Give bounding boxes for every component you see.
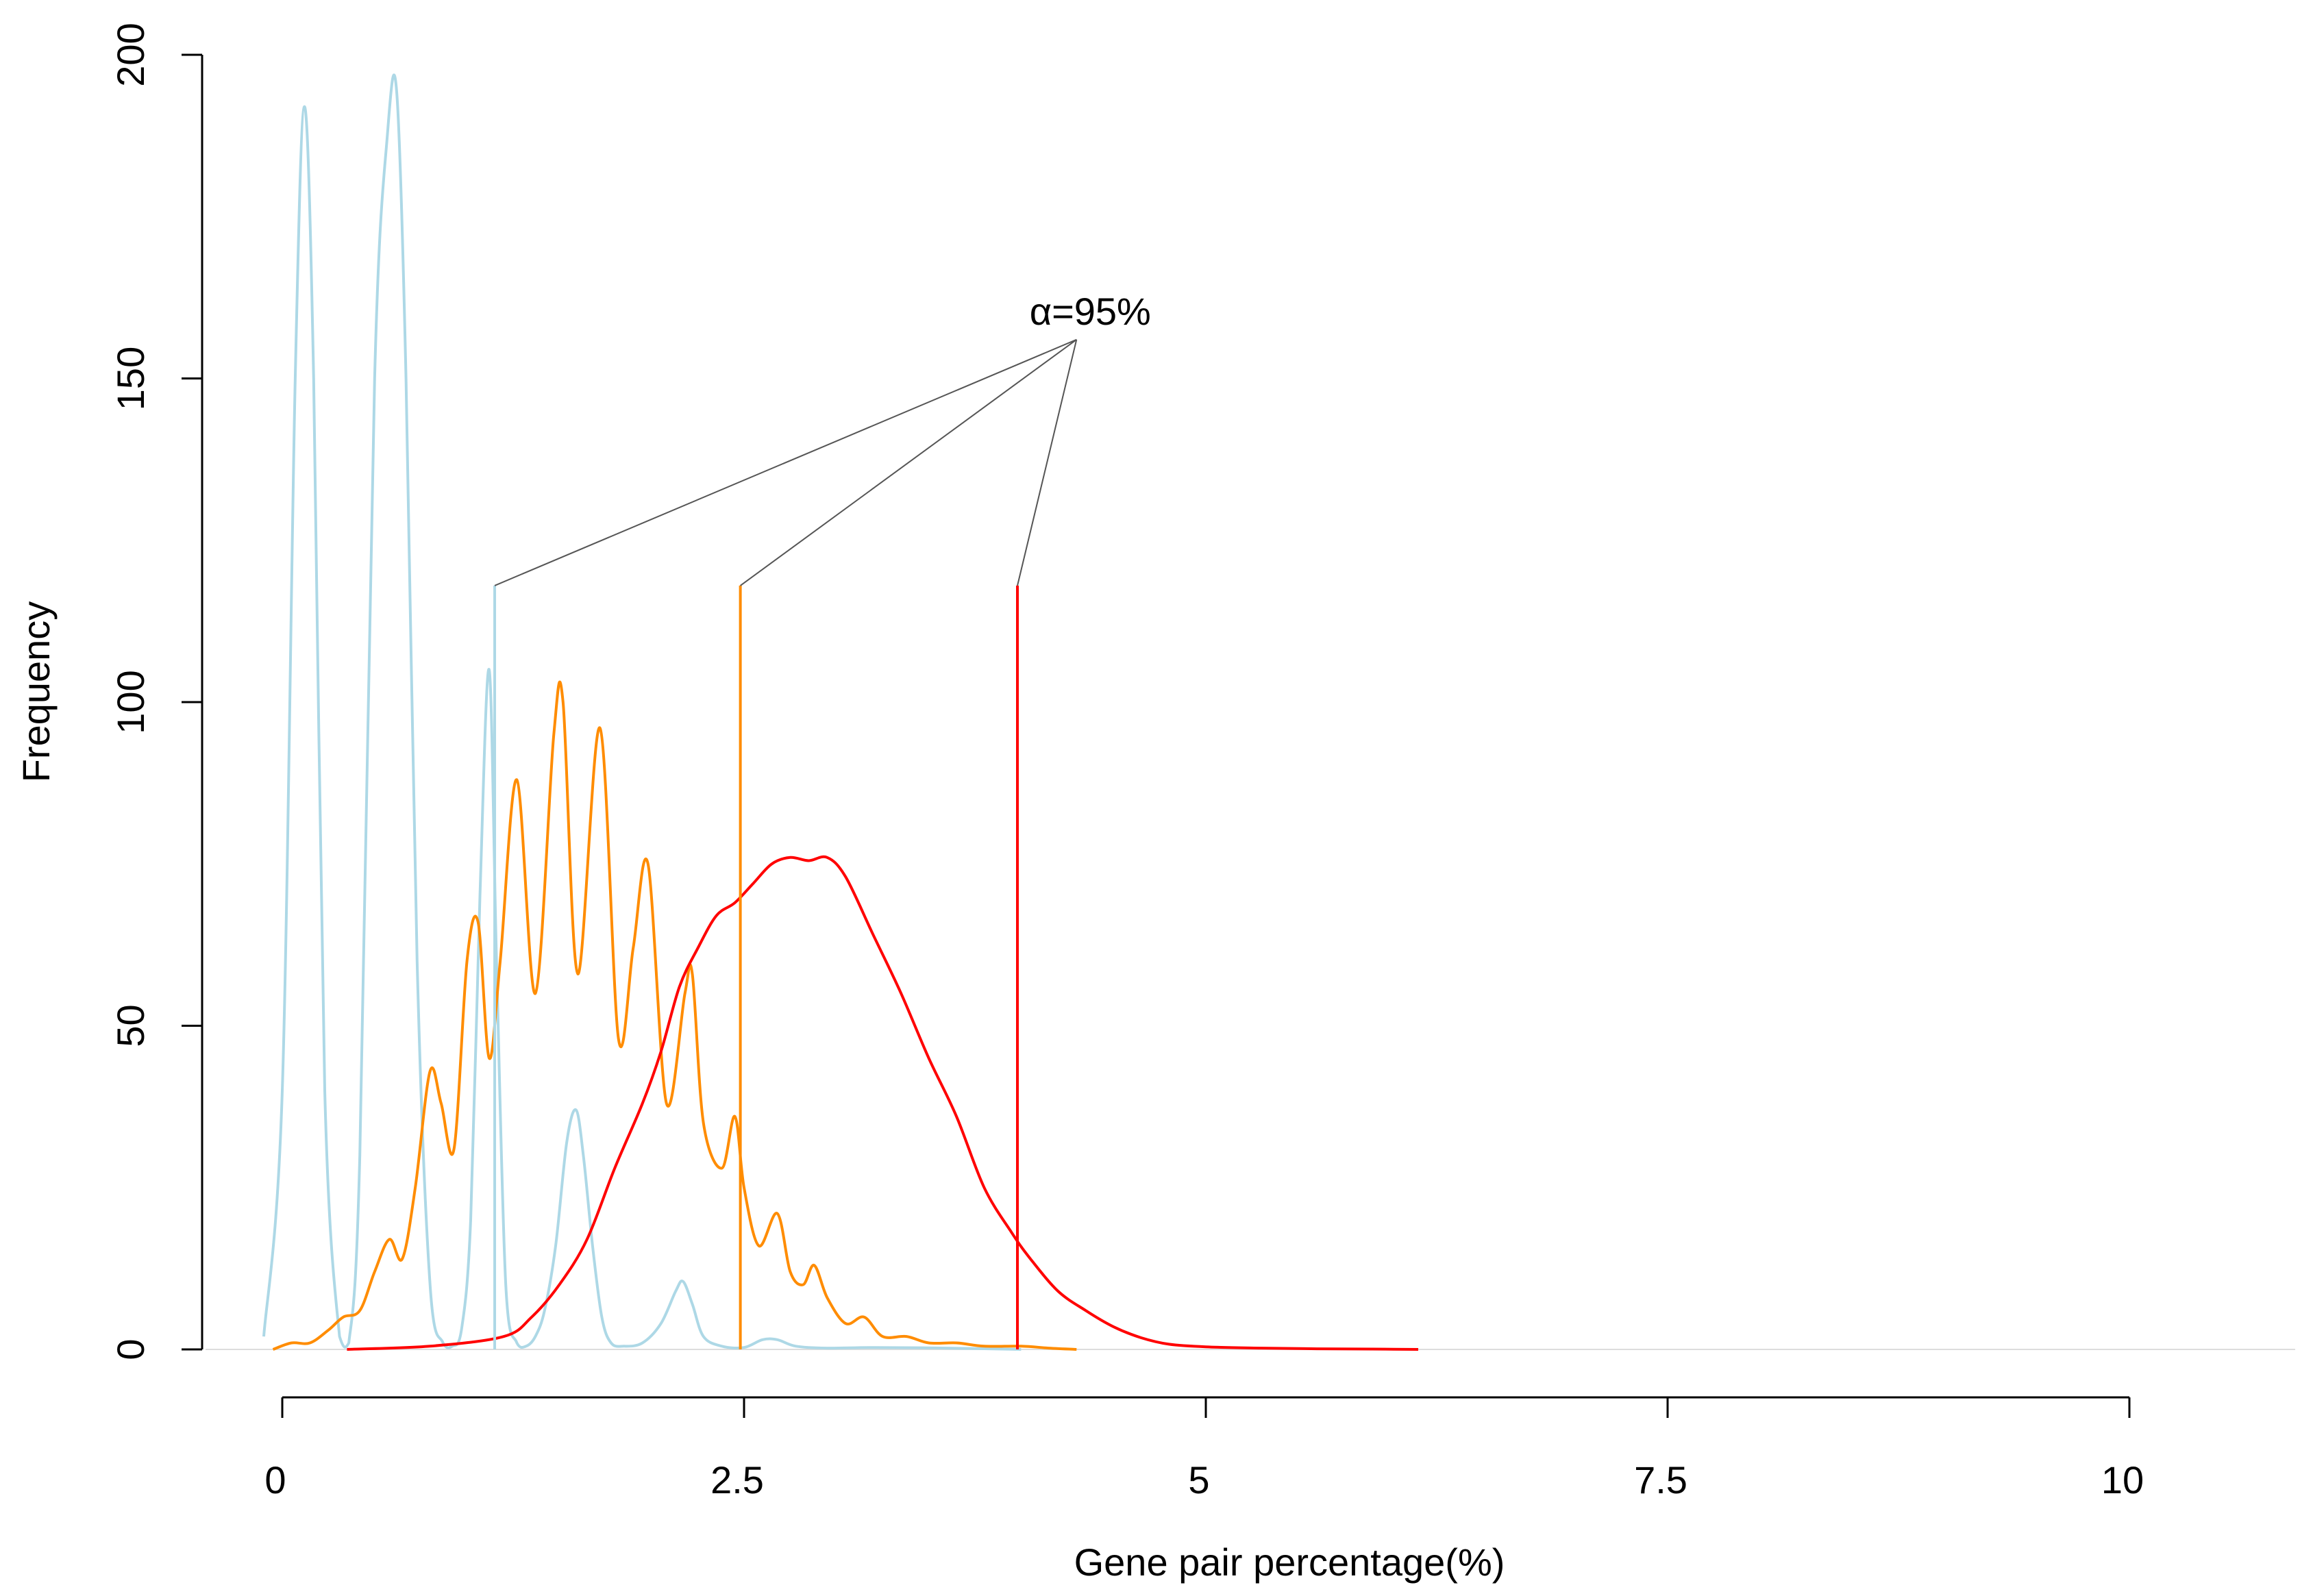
y-tick-label: 200 [109, 23, 152, 86]
x-tick-label: 10 [2101, 1458, 2144, 1501]
y-tick-label: 0 [109, 1338, 152, 1360]
x-tick-label: 2.5 [710, 1458, 764, 1501]
x-tick-label: 5 [1188, 1458, 1209, 1501]
leader-line-1 [494, 338, 1077, 586]
series-line-3 [347, 855, 1419, 1351]
y-axis-title: Frequency [14, 601, 58, 783]
x-axis-title: Gene pair percentage(%) [1074, 1541, 1505, 1584]
density-curves [206, 73, 2295, 1351]
y-tick-label: 100 [109, 670, 152, 734]
y-tick-label: 150 [109, 347, 152, 410]
annotation-label: α=95% [1030, 290, 1151, 333]
series-line-2 [272, 680, 1077, 1351]
annotation-leader-lines [494, 338, 1078, 586]
y-tick-label: 50 [109, 1004, 152, 1047]
x-axis: 0 2.5 5 7.5 10 [264, 1396, 2144, 1501]
cutoff-lines [493, 585, 1019, 1349]
x-tick-label: 0 [264, 1458, 286, 1501]
y-axis: 0 50 100 150 200 [109, 23, 203, 1360]
leader-line-2 [740, 338, 1077, 586]
x-tick-label: 7.5 [1634, 1458, 1687, 1501]
series-line-1 [262, 73, 1022, 1351]
leader-line-3 [1017, 339, 1078, 586]
